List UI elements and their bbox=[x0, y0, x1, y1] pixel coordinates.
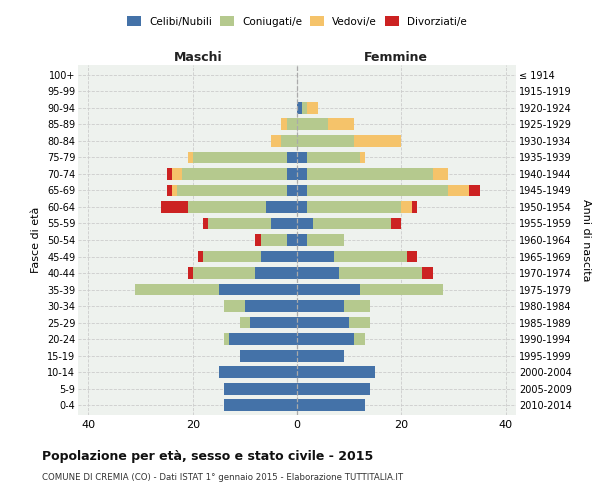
Bar bbox=[297, 350, 344, 362]
Bar bbox=[297, 284, 359, 296]
Bar bbox=[255, 267, 297, 279]
Bar bbox=[260, 250, 297, 262]
Bar bbox=[287, 234, 297, 246]
Bar bbox=[224, 382, 297, 394]
Bar bbox=[187, 267, 193, 279]
Bar bbox=[187, 201, 266, 213]
Bar bbox=[359, 284, 443, 296]
Bar bbox=[407, 250, 417, 262]
Bar bbox=[297, 250, 334, 262]
Bar bbox=[297, 201, 307, 213]
Bar bbox=[307, 152, 359, 164]
Text: Popolazione per età, sesso e stato civile - 2015: Popolazione per età, sesso e stato civil… bbox=[42, 450, 373, 463]
Bar bbox=[245, 300, 297, 312]
Y-axis label: Fasce di età: Fasce di età bbox=[31, 207, 41, 273]
Bar bbox=[302, 102, 307, 114]
Bar bbox=[271, 218, 297, 230]
Bar bbox=[208, 218, 271, 230]
Y-axis label: Anni di nascita: Anni di nascita bbox=[581, 198, 591, 281]
Bar bbox=[167, 168, 172, 180]
Bar bbox=[297, 366, 375, 378]
Bar bbox=[287, 152, 297, 164]
Bar bbox=[297, 118, 328, 130]
Bar bbox=[349, 316, 370, 328]
Bar bbox=[334, 250, 407, 262]
Bar bbox=[219, 284, 297, 296]
Bar bbox=[297, 333, 355, 345]
Bar bbox=[297, 218, 313, 230]
Bar bbox=[297, 382, 370, 394]
Bar bbox=[198, 250, 203, 262]
Bar bbox=[260, 234, 287, 246]
Bar bbox=[250, 316, 297, 328]
Bar bbox=[297, 135, 355, 147]
Bar bbox=[339, 267, 422, 279]
Bar bbox=[287, 184, 297, 196]
Bar bbox=[307, 234, 344, 246]
Bar bbox=[193, 152, 287, 164]
Bar bbox=[448, 184, 469, 196]
Bar bbox=[297, 234, 307, 246]
Bar bbox=[433, 168, 448, 180]
Bar bbox=[219, 366, 297, 378]
Bar bbox=[161, 201, 187, 213]
Bar bbox=[297, 316, 349, 328]
Bar bbox=[287, 118, 297, 130]
Bar bbox=[229, 333, 297, 345]
Bar bbox=[355, 333, 365, 345]
Bar bbox=[297, 300, 344, 312]
Bar bbox=[401, 201, 412, 213]
Bar bbox=[469, 184, 479, 196]
Bar bbox=[187, 152, 193, 164]
Bar bbox=[307, 184, 448, 196]
Bar bbox=[281, 118, 287, 130]
Bar bbox=[172, 184, 177, 196]
Bar bbox=[412, 201, 417, 213]
Bar bbox=[239, 316, 250, 328]
Bar bbox=[136, 284, 219, 296]
Bar bbox=[203, 218, 208, 230]
Bar bbox=[224, 333, 229, 345]
Bar bbox=[422, 267, 433, 279]
Bar bbox=[313, 218, 391, 230]
Bar bbox=[287, 168, 297, 180]
Bar bbox=[344, 300, 370, 312]
Bar bbox=[271, 135, 281, 147]
Bar bbox=[177, 184, 287, 196]
Bar bbox=[297, 168, 307, 180]
Bar bbox=[355, 135, 401, 147]
Bar bbox=[193, 267, 255, 279]
Bar bbox=[297, 102, 302, 114]
Bar bbox=[297, 184, 307, 196]
Text: Femmine: Femmine bbox=[364, 51, 428, 64]
Bar bbox=[328, 118, 355, 130]
Bar bbox=[167, 184, 172, 196]
Bar bbox=[255, 234, 260, 246]
Legend: Celibi/Nubili, Coniugati/e, Vedovi/e, Divorziati/e: Celibi/Nubili, Coniugati/e, Vedovi/e, Di… bbox=[125, 14, 469, 28]
Bar bbox=[281, 135, 297, 147]
Bar bbox=[391, 218, 401, 230]
Bar bbox=[224, 399, 297, 411]
Bar bbox=[297, 399, 365, 411]
Bar bbox=[307, 168, 433, 180]
Bar bbox=[359, 152, 365, 164]
Bar bbox=[266, 201, 297, 213]
Bar bbox=[239, 350, 297, 362]
Bar bbox=[307, 201, 401, 213]
Bar bbox=[297, 267, 339, 279]
Bar bbox=[307, 102, 318, 114]
Bar bbox=[203, 250, 260, 262]
Bar bbox=[297, 152, 307, 164]
Text: COMUNE DI CREMIA (CO) - Dati ISTAT 1° gennaio 2015 - Elaborazione TUTTITALIA.IT: COMUNE DI CREMIA (CO) - Dati ISTAT 1° ge… bbox=[42, 472, 403, 482]
Bar bbox=[172, 168, 182, 180]
Text: Maschi: Maschi bbox=[174, 51, 223, 64]
Bar bbox=[182, 168, 287, 180]
Bar bbox=[224, 300, 245, 312]
